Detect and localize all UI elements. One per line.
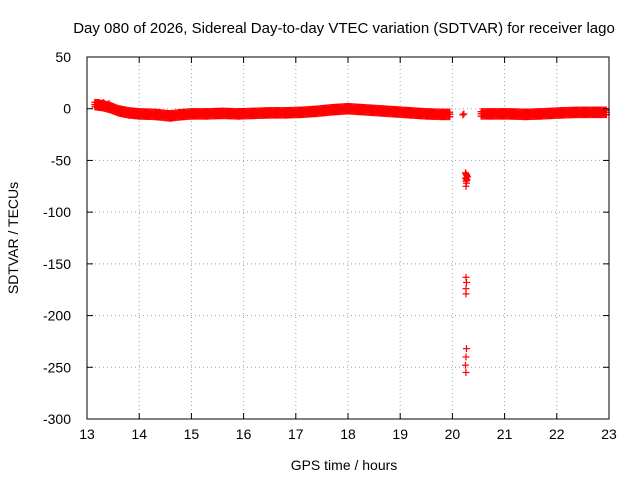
y-tick-label: -150 [43,256,71,272]
y-tick-labels: 50 0 -50 -100 -150 -200 -250 -300 [43,49,71,427]
y-tick-label: -200 [43,308,71,324]
y-tick-label: -100 [43,204,71,220]
x-axis-label: GPS time / hours [291,457,398,473]
x-tick-label: 20 [445,426,461,442]
y-axis-label: SDTVAR / TECUs [5,182,21,294]
data-point [462,182,470,190]
y-tick-label: 0 [63,101,71,117]
data-point [462,290,470,298]
x-tick-label: 13 [79,426,95,442]
data-point [462,368,470,376]
data-point [462,353,470,361]
x-tick-label: 21 [497,426,513,442]
axis-ticks [86,56,610,420]
data-point [446,108,454,116]
x-tick-label: 19 [392,426,408,442]
data-point [462,278,470,286]
y-tick-label: -300 [43,411,71,427]
chart-title: Day 080 of 2026, Sidereal Day-to-day VTE… [73,20,615,37]
x-tick-label: 15 [184,426,200,442]
y-tick-label: 50 [55,49,71,65]
data-point [462,345,470,353]
x-tick-label: 17 [288,426,304,442]
x-tick-label: 23 [601,426,617,442]
y-tick-label: -50 [51,152,71,168]
data-point [459,111,467,119]
y-tick-label: -250 [43,359,71,375]
x-tick-label: 22 [549,426,565,442]
x-tick-labels: 13 14 15 16 17 18 19 20 21 22 23 [79,426,617,442]
data-point [460,110,468,118]
x-tick-label: 16 [236,426,252,442]
data-point [461,361,469,369]
x-tick-label: 18 [340,426,356,442]
data-points [91,98,610,376]
x-tick-label: 14 [131,426,147,442]
